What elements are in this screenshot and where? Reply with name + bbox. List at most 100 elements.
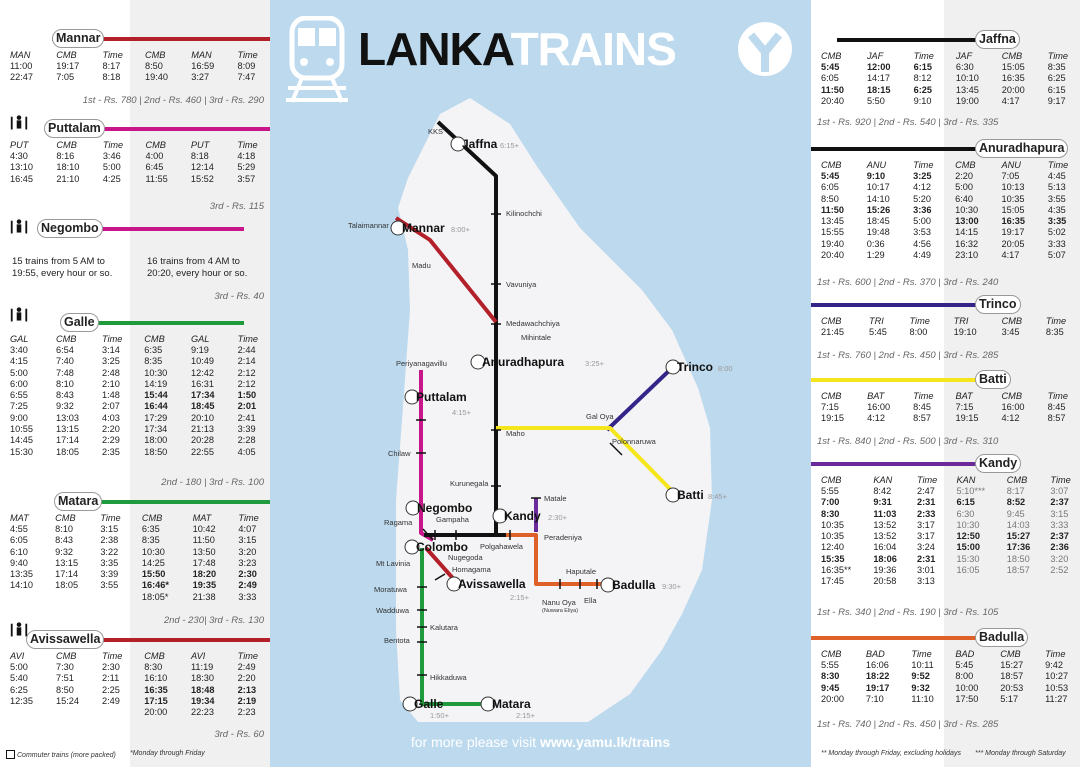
table-cell: 2:47 — [916, 486, 935, 496]
table-cell: 3:33 — [1047, 238, 1066, 249]
table-cell: 14:15 — [955, 227, 979, 238]
table-cell: 3:25 — [102, 356, 120, 367]
table-cell: 6:54 — [56, 345, 74, 355]
table-cell: 19:35 — [192, 580, 217, 591]
avissawella-section: Avissawella AVI CMB Time CMB AVI Time 5:00 7:30… — [0, 622, 270, 740]
table-cell: 17:14 — [56, 435, 79, 446]
table-cell: 13:10 — [10, 162, 33, 173]
table-cell: 15:27 — [1006, 531, 1031, 542]
station-avissawella: Avissawella 2:15+ — [446, 576, 530, 602]
table-cell: 3:36 — [913, 204, 932, 215]
table-cell: 18:05 — [56, 446, 79, 457]
badulla-section: Badulla CMB BAD Time BAD CMB Time 5:55 16:06 10:… — [811, 627, 1080, 730]
table-cell: 3:40 — [10, 345, 28, 355]
table-cell: 3:15 — [1050, 508, 1069, 519]
commuter-icon — [10, 622, 28, 637]
anuradhapura-line — [811, 147, 981, 151]
table-cell: 3:23 — [238, 557, 257, 568]
table-cell: 3:17 — [916, 519, 935, 530]
table-cell: 22:55 — [190, 446, 214, 457]
table-cell: 18:50 — [1006, 553, 1030, 564]
table-cell: 1:50 — [237, 390, 257, 401]
table-cell: 2:28 — [237, 435, 256, 446]
table-cell: 15:50 — [141, 569, 166, 580]
table-row: 6:25 8:50 2:25 16:35 18:48 2:13 — [0, 685, 270, 696]
table-cell: 4:18 — [237, 151, 256, 161]
column-header: Time — [913, 160, 934, 170]
table-row: 9:00 13:03 4:03 17:29 20:10 2:41 — [0, 413, 270, 424]
table-cell: 3:20 — [1050, 553, 1069, 564]
table-cell: 3:46 — [102, 151, 121, 161]
table-cell: 6:35 — [144, 345, 163, 355]
table-cell: 4:07 — [238, 524, 257, 534]
table-cell: 5:17 — [1000, 693, 1019, 704]
table-cell: 4:03 — [102, 412, 120, 423]
table-cell: 5:29 — [237, 162, 256, 173]
table-cell: 3:15 — [100, 524, 119, 534]
table-cell: 4:00 — [145, 151, 164, 161]
footer-link[interactable]: for more please visit www.yamu.lk/trains — [410, 734, 671, 750]
table-row: 19:15 4:12 8:57 19:15 4:12 8:57 — [811, 413, 1080, 424]
matara-table: MAT CMB Time CMB MAT Time 4:55 8:10 3:15 6:35 10:4… — [0, 513, 270, 603]
station-label: Puttalam — [416, 390, 467, 404]
table-cell: 8:10 — [55, 524, 74, 534]
column-header: Time — [913, 391, 934, 401]
table-cell: 13:15 — [56, 424, 79, 435]
table-cell: 3:35 — [100, 557, 119, 568]
table-row: 6:00 8:10 2:10 14:19 16:31 2:12 — [0, 379, 270, 390]
table-cell: 2:48 — [102, 367, 120, 378]
table-cell: 5:55 — [821, 660, 839, 670]
table-cell: 17:34 — [190, 390, 215, 401]
station-marker — [404, 539, 420, 555]
table-cell: 17:50 — [955, 693, 979, 704]
table-cell: 10:10 — [955, 73, 979, 84]
mannar-line — [52, 37, 270, 41]
minor-station-label: Bentota — [384, 636, 411, 645]
table-cell: 17:14 — [55, 569, 79, 580]
table-cell: 12:40 — [821, 542, 844, 553]
trinco-badge: Trinco — [975, 295, 1021, 314]
station-marker — [665, 487, 681, 503]
minor-station-label: Ella — [584, 596, 597, 605]
table-cell: 10:35 — [821, 531, 844, 542]
table-cell: 2:12 — [237, 367, 256, 378]
table-cell: 8:17 — [1006, 486, 1025, 496]
table-cell: 15:52 — [190, 173, 214, 184]
table-cell: 9:32 — [56, 401, 74, 412]
table-cell: 8:57 — [913, 413, 932, 424]
table-cell: 2:35 — [102, 446, 120, 457]
table-cell: 20:10 — [190, 412, 214, 423]
column-header: TRI — [953, 316, 969, 326]
coastal-line-route — [420, 548, 488, 706]
table-cell: 22:23 — [190, 707, 214, 718]
table-cell: 6:30 — [956, 508, 975, 519]
right-footnote-weekday: ** Monday through Friday, excluding holi… — [821, 750, 961, 757]
table-cell: 6:05 — [821, 73, 839, 84]
column-header: CMB — [144, 651, 165, 661]
column-header: BAD — [865, 649, 885, 659]
table-cell: 2:30 — [102, 662, 120, 672]
jaffna-section: Jaffna CMB JAF Time JAF CMB Time 5:45 12:00 6:15… — [811, 29, 1080, 128]
table-cell: 3:01 — [916, 565, 935, 576]
table-cell: 2:49 — [237, 662, 256, 672]
table-cell: 6:25 — [10, 684, 28, 695]
table-cell: 2:33 — [916, 508, 936, 519]
column-header: CMB — [1001, 51, 1023, 61]
station-travel-time: 4:15+ — [452, 408, 472, 417]
table-cell: 3:53 — [913, 227, 931, 238]
station-tick — [434, 573, 446, 581]
negombo-note-inbound: 15 trains from 5 AM to 19:55, every hour… — [12, 256, 113, 279]
minor-station-label: Maho — [506, 429, 525, 438]
table-cell — [946, 576, 996, 587]
column-header: KAN — [873, 475, 893, 485]
column-header: AVI — [10, 651, 25, 661]
station-label: Galle — [414, 697, 444, 711]
table-cell — [1040, 576, 1080, 587]
mannar-line-route — [394, 216, 498, 324]
minor-station-label: Homagama — [452, 565, 492, 574]
left-schedule-panel: Mannar MAN CMB Time CMB MAN Time 11:00 19:17 8:1… — [0, 0, 270, 767]
table-cell: 9:40 — [10, 557, 28, 568]
table-cell: 18:45 — [866, 216, 890, 227]
